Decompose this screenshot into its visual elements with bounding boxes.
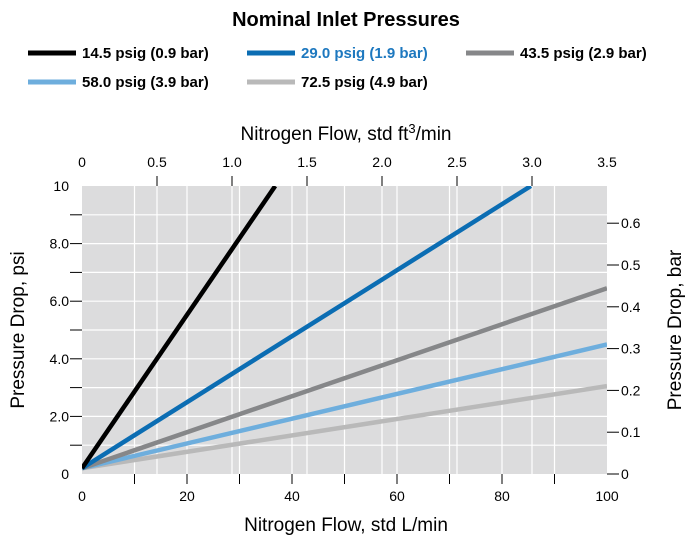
top-tick-label: 2.5 (447, 154, 467, 170)
x-tick-label: 80 (494, 488, 510, 504)
series-line (82, 342, 607, 471)
x-tick-label: 0 (78, 488, 86, 504)
y-tick-label: 4.0 (50, 351, 70, 367)
top-tick-label: 3.5 (597, 154, 617, 170)
top-tick-label: 2.0 (372, 154, 392, 170)
x-tick-label: 20 (179, 488, 195, 504)
legend-label: 58.0 psig (3.9 bar) (82, 74, 209, 91)
series-line (82, 186, 533, 471)
top-tick-label: 0 (78, 154, 86, 170)
legend-label: 43.5 psig (2.9 bar) (520, 45, 647, 62)
series-line (82, 186, 278, 470)
chart-title: Nominal Inlet Pressures (232, 9, 460, 31)
series-line (82, 383, 607, 471)
legend-label: 14.5 psig (0.9 bar) (82, 45, 209, 62)
series-lines (82, 186, 607, 471)
legend-label: 29.0 psig (1.9 bar) (301, 45, 428, 62)
x-tick-label: 100 (595, 488, 619, 504)
right-tick-label: 0 (621, 466, 629, 482)
x-axis-label: Nitrogen Flow, std L/min (244, 515, 448, 536)
legend-label: 72.5 psig (4.9 bar) (301, 74, 428, 91)
top-tick-label: 1.5 (297, 154, 317, 170)
grid (82, 186, 607, 474)
top-tick-label: 1.0 (222, 154, 242, 170)
top-tick-label: 0.5 (147, 154, 167, 170)
right-tick-label: 0.4 (621, 299, 641, 315)
right-tick-label: 0.6 (621, 215, 641, 231)
y-axis-label: Pressure Drop, psi (8, 251, 29, 408)
right-tick-label: 0.1 (621, 424, 641, 440)
y-tick-label: 6.0 (50, 293, 70, 309)
right-tick-label: 0.2 (621, 382, 641, 398)
x-tick-label: 40 (284, 488, 300, 504)
legend: 14.5 psig (0.9 bar) 29.0 psig (1.9 bar) 43… (28, 45, 647, 91)
right-tick-label: 0.3 (621, 341, 641, 357)
right-tick-label: 0.5 (621, 257, 641, 273)
series-line (82, 286, 607, 471)
y-tick-label: 0 (61, 466, 69, 482)
y-tick-label: 8.0 (50, 236, 70, 252)
right-axis-label: Pressure Drop, bar (665, 249, 686, 410)
x-tick-label: 60 (389, 488, 405, 504)
y-tick-label: 2.0 (50, 408, 70, 424)
top-axis-label: Nitrogen Flow, std ft3/min (240, 121, 451, 145)
top-tick-label: 3.0 (522, 154, 542, 170)
y-tick-label: 10 (53, 178, 69, 194)
